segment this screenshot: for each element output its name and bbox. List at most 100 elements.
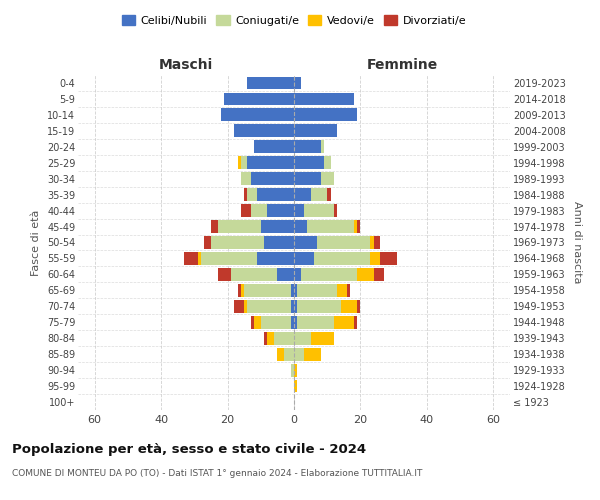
Bar [320,172,334,185]
Bar [238,156,241,169]
Bar [354,316,357,328]
Bar [224,92,294,106]
Bar [234,124,294,137]
Bar [294,268,301,281]
Bar [264,236,294,249]
Text: COMUNE DI MONTEU DA PO (TO) - Dati ISTAT 1° gennaio 2024 - Elaborazione TUTTITAL: COMUNE DI MONTEU DA PO (TO) - Dati ISTAT… [12,469,422,478]
Bar [380,252,397,265]
Bar [294,76,301,90]
Bar [241,156,247,169]
Bar [347,284,350,296]
Legend: Celibi/Nubili, Coniugati/e, Vedovi/e, Divorziati/e: Celibi/Nubili, Coniugati/e, Vedovi/e, Di… [118,10,470,30]
Bar [218,220,261,233]
Bar [257,252,294,265]
Bar [221,108,294,122]
Bar [294,188,311,201]
Bar [231,268,277,281]
Bar [294,172,320,185]
Bar [357,220,361,233]
Bar [374,236,380,249]
Bar [274,332,294,344]
Bar [244,284,290,296]
Bar [277,268,294,281]
Bar [294,284,298,296]
Bar [294,204,304,217]
Bar [218,268,231,281]
Bar [298,300,341,312]
Bar [301,268,357,281]
Bar [334,316,354,328]
Bar [341,300,357,312]
Text: Femmine: Femmine [367,58,437,72]
Bar [294,140,320,153]
Bar [370,236,374,249]
Bar [294,348,304,360]
Text: Maschi: Maschi [159,58,213,72]
Bar [294,124,337,137]
Bar [357,300,361,312]
Text: Popolazione per età, sesso e stato civile - 2024: Popolazione per età, sesso e stato civil… [12,442,366,456]
Bar [238,284,241,296]
Bar [294,316,298,328]
Bar [261,316,290,328]
Bar [251,316,254,328]
Bar [264,332,268,344]
Bar [294,236,317,249]
Bar [244,188,247,201]
Bar [357,268,374,281]
Bar [370,252,380,265]
Bar [247,300,290,312]
Bar [241,204,251,217]
Bar [354,220,357,233]
Y-axis label: Fasce di età: Fasce di età [31,210,41,276]
Bar [268,332,274,344]
Bar [244,300,247,312]
Bar [294,92,354,106]
Bar [241,284,244,296]
Bar [314,252,370,265]
Bar [324,156,331,169]
Bar [251,172,294,185]
Bar [307,220,354,233]
Bar [204,236,211,249]
Bar [241,172,251,185]
Bar [294,156,324,169]
Bar [294,108,357,122]
Bar [251,204,268,217]
Bar [304,348,320,360]
Bar [311,332,334,344]
Bar [254,140,294,153]
Bar [211,220,218,233]
Bar [320,140,324,153]
Bar [254,316,261,328]
Bar [294,332,311,344]
Bar [327,188,331,201]
Bar [201,252,257,265]
Bar [247,188,257,201]
Bar [294,364,298,376]
Bar [284,348,294,360]
Bar [290,300,294,312]
Bar [197,252,201,265]
Bar [268,204,294,217]
Bar [211,236,264,249]
Bar [261,220,294,233]
Bar [304,204,334,217]
Bar [374,268,384,281]
Bar [294,380,298,392]
Y-axis label: Anni di nascita: Anni di nascita [572,201,583,284]
Bar [277,348,284,360]
Bar [298,284,337,296]
Bar [294,220,307,233]
Bar [184,252,197,265]
Bar [247,76,294,90]
Bar [334,204,337,217]
Bar [257,188,294,201]
Bar [311,188,327,201]
Bar [247,156,294,169]
Bar [234,300,244,312]
Bar [294,252,314,265]
Bar [290,316,294,328]
Bar [290,364,294,376]
Bar [298,316,334,328]
